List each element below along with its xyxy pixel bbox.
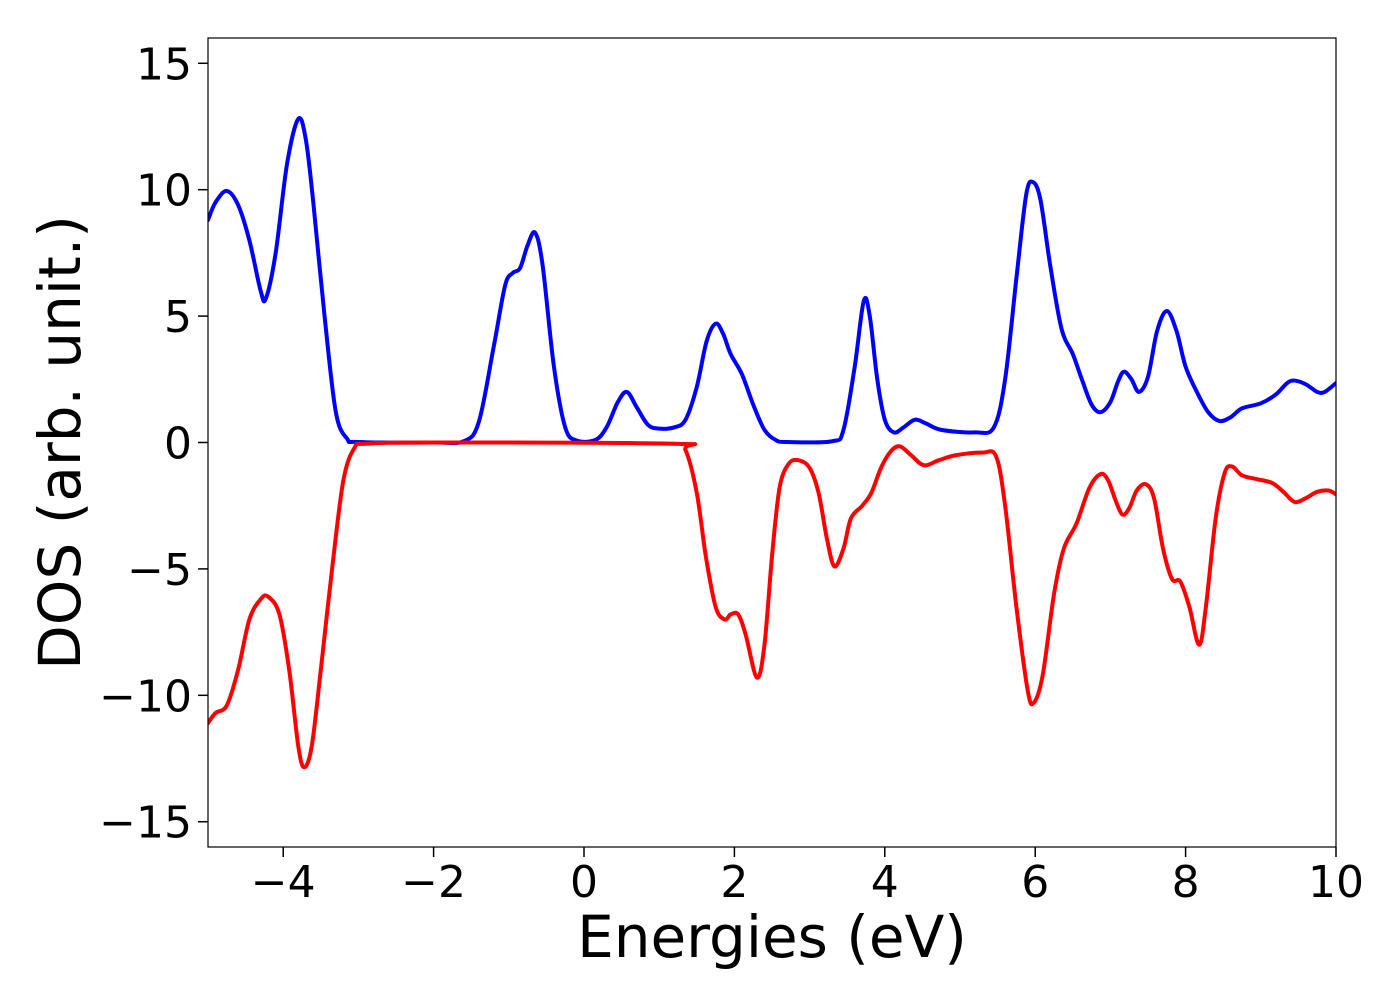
x-tick-label: 10 bbox=[1308, 857, 1364, 908]
y-tick-label: 10 bbox=[136, 166, 192, 217]
y-tick-label: −10 bbox=[99, 671, 192, 722]
y-axis-title: DOS (arb. unit.) bbox=[26, 215, 94, 670]
x-tick-label: 8 bbox=[1172, 857, 1200, 908]
series-line-2 bbox=[208, 440, 1336, 770]
x-axis-title: Energies (eV) bbox=[577, 903, 967, 971]
y-tick-label: 0 bbox=[164, 419, 192, 470]
y-tick-label: 5 bbox=[164, 292, 192, 343]
series-layer bbox=[208, 115, 1336, 770]
y-tick-label: 15 bbox=[136, 39, 192, 90]
x-axis: −4 −2 0 2 4 6 8 10 bbox=[251, 847, 1364, 908]
x-tick-label: 2 bbox=[720, 857, 748, 908]
y-tick-label: −15 bbox=[99, 798, 192, 849]
x-tick-label: 4 bbox=[871, 857, 899, 908]
x-tick-label: 6 bbox=[1021, 857, 1049, 908]
y-tick-label: −5 bbox=[127, 545, 192, 596]
y-axis: −15 −10 −5 0 5 10 15 bbox=[99, 39, 208, 849]
x-tick-label: −2 bbox=[401, 857, 466, 908]
x-tick-label: −4 bbox=[251, 857, 316, 908]
x-tick-label: 0 bbox=[570, 857, 598, 908]
